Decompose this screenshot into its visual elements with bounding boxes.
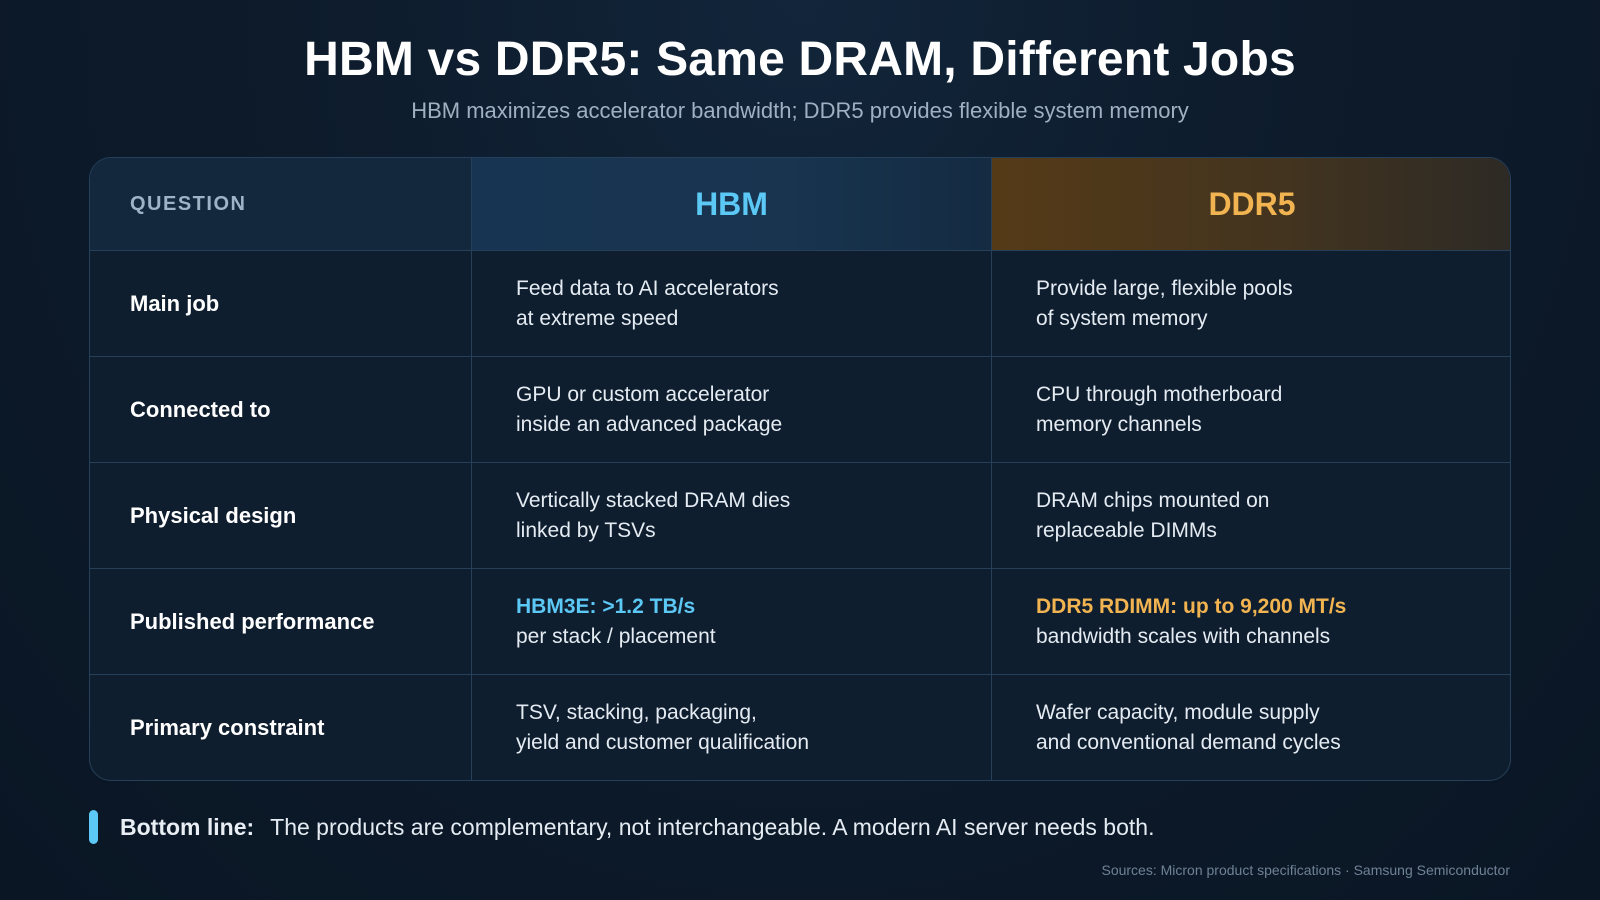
page-subtitle: HBM maximizes accelerator bandwidth; DDR… [411, 98, 1189, 123]
comparison-table: QUESTION HBM DDR5 Main job Feed data to … [89, 157, 1511, 781]
ddr5-line-1: CPU through motherboard [1036, 382, 1283, 406]
ddr5-line-1: DRAM chips mounted on [1036, 488, 1270, 512]
table-header-row: QUESTION HBM DDR5 [90, 158, 1510, 250]
ddr5-line-2: memory channels [1036, 412, 1202, 436]
hbm-cell: HBM3E: >1.2 TB/s per stack / placement [472, 569, 992, 674]
row-label-cell: Connected to [90, 357, 472, 462]
table-row: Physical design Vertically stacked DRAM … [90, 462, 1510, 568]
hbm-line-2: yield and customer qualification [516, 730, 809, 754]
ddr5-line-2: bandwidth scales with channels [1036, 624, 1331, 648]
table-row: Published performance HBM3E: >1.2 TB/s p… [90, 568, 1510, 674]
bottom-line-callout: Bottom line: The products are complement… [89, 810, 1154, 844]
sources-note: Sources: Micron product specifications ·… [1101, 862, 1510, 878]
header-question-cell: QUESTION [90, 158, 472, 250]
row-label-cell: Physical design [90, 463, 472, 568]
accent-bar [89, 810, 98, 844]
hbm-line-2: linked by TSVs [516, 518, 656, 542]
ddr5-cell-text: Provide large, flexible pools of system … [1036, 274, 1293, 334]
hbm-cell: GPU or custom accelerator inside an adva… [472, 357, 992, 462]
row-label: Connected to [130, 396, 271, 422]
ddr5-cell-text: DRAM chips mounted on replaceable DIMMs [1036, 486, 1269, 546]
header-ddr5-cell: DDR5 [992, 158, 1510, 250]
hbm-cell-text: Vertically stacked DRAM dies linked by T… [516, 486, 790, 546]
ddr5-cell-text: DDR5 RDIMM: up to 9,200 MT/s bandwidth s… [1036, 592, 1346, 652]
ddr5-line-2: of system memory [1036, 306, 1208, 330]
hbm-performance-highlight: HBM3E: >1.2 TB/s [516, 594, 696, 618]
hbm-cell: TSV, stacking, packaging, yield and cust… [472, 675, 992, 780]
ddr5-line-2: and conventional demand cycles [1036, 730, 1341, 754]
header-question-label: QUESTION [130, 192, 247, 215]
ddr5-cell-text: CPU through motherboard memory channels [1036, 380, 1282, 440]
header-ddr5-label: DDR5 [1208, 185, 1296, 222]
row-label-cell: Published performance [90, 569, 472, 674]
hbm-line-1: GPU or custom accelerator [516, 382, 770, 406]
ddr5-cell: DDR5 RDIMM: up to 9,200 MT/s bandwidth s… [992, 569, 1510, 674]
ddr5-cell: Wafer capacity, module supply and conven… [992, 675, 1510, 780]
ddr5-cell: Provide large, flexible pools of system … [992, 251, 1510, 356]
hbm-line-2: at extreme speed [516, 306, 679, 330]
hbm-line-1: TSV, stacking, packaging, [516, 700, 757, 724]
ddr5-line-2: replaceable DIMMs [1036, 518, 1217, 542]
bottom-line-label: Bottom line: [120, 813, 255, 840]
page-title: HBM vs DDR5: Same DRAM, Different Jobs [304, 33, 1296, 86]
row-label: Physical design [130, 502, 297, 528]
ddr5-cell: CPU through motherboard memory channels [992, 357, 1510, 462]
ddr5-cell-text: Wafer capacity, module supply and conven… [1036, 698, 1341, 758]
hbm-cell: Vertically stacked DRAM dies linked by T… [472, 463, 992, 568]
row-label: Primary constraint [130, 714, 325, 740]
hbm-cell-text: TSV, stacking, packaging, yield and cust… [516, 698, 809, 758]
row-label: Main job [130, 290, 220, 316]
ddr5-performance-highlight: DDR5 RDIMM: up to 9,200 MT/s [1036, 594, 1347, 618]
row-label-cell: Main job [90, 251, 472, 356]
hbm-line-1: Feed data to AI accelerators [516, 276, 779, 300]
header-hbm-label: HBM [695, 185, 768, 222]
table-row: Main job Feed data to AI accelerators at… [90, 250, 1510, 356]
header-hbm-cell: HBM [472, 158, 992, 250]
hbm-line-1: Vertically stacked DRAM dies [516, 488, 791, 512]
table-row: Connected to GPU or custom accelerator i… [90, 356, 1510, 462]
hbm-cell: Feed data to AI accelerators at extreme … [472, 251, 992, 356]
ddr5-line-1: Provide large, flexible pools [1036, 276, 1293, 300]
table-row: Primary constraint TSV, stacking, packag… [90, 674, 1510, 780]
hbm-cell-text: Feed data to AI accelerators at extreme … [516, 274, 779, 334]
row-label: Published performance [130, 608, 375, 634]
hbm-line-2: per stack / placement [516, 624, 716, 648]
row-label-cell: Primary constraint [90, 675, 472, 780]
hbm-cell-text: GPU or custom accelerator inside an adva… [516, 380, 782, 440]
hbm-line-2: inside an advanced package [516, 412, 783, 436]
ddr5-cell: DRAM chips mounted on replaceable DIMMs [992, 463, 1510, 568]
bottom-line-text: The products are complementary, not inte… [270, 813, 1155, 840]
ddr5-line-1: Wafer capacity, module supply [1036, 700, 1320, 724]
hbm-cell-text: HBM3E: >1.2 TB/s per stack / placement [516, 592, 716, 652]
